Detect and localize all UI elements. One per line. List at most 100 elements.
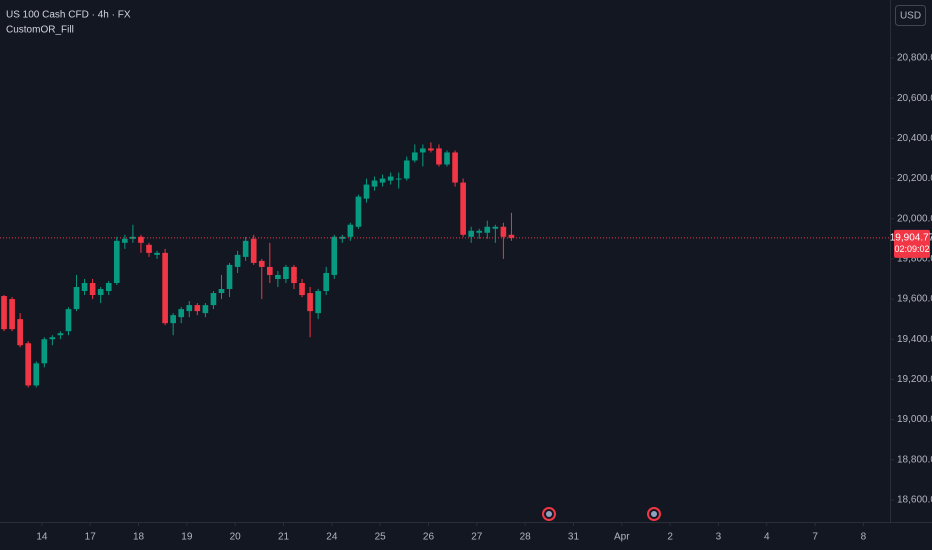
event-icon[interactable]: [647, 507, 661, 521]
x-tick-label: 3: [716, 532, 722, 543]
currency-label[interactable]: USD: [900, 11, 921, 22]
candle-body: [234, 254, 241, 267]
candle-body: [170, 315, 176, 324]
candle: [242, 236, 249, 261]
candle-body: [218, 289, 225, 294]
candle: [186, 301, 193, 318]
candle-body: [154, 252, 160, 255]
candle-body: [186, 305, 193, 312]
x-tick-label: 2: [667, 532, 673, 543]
candle-body: [275, 274, 281, 279]
candle-body: [403, 160, 410, 179]
candle-body: [355, 196, 362, 227]
candle: [411, 144, 418, 163]
candle: [508, 212, 515, 241]
candle: [500, 222, 507, 259]
candle: [355, 194, 362, 229]
x-tick-label: Apr: [614, 532, 630, 543]
candle-body: [347, 224, 354, 237]
chart-title: US 100 Cash CFD · 4h · FX: [6, 10, 131, 21]
last-price-label: 19,904.77: [890, 232, 932, 243]
candle-body: [476, 230, 483, 233]
candle-body: [57, 333, 64, 336]
candle: [492, 224, 499, 243]
candle: [170, 313, 176, 336]
candle-body: [210, 293, 217, 306]
candle-body: [73, 287, 80, 310]
x-tick-label: 20: [230, 532, 242, 543]
candle: [484, 220, 491, 239]
y-tick-label: 20,400.00: [897, 133, 932, 144]
candle: [331, 234, 338, 279]
x-tick-label: 31: [568, 532, 580, 543]
candle: [210, 291, 217, 310]
candle-body: [299, 282, 305, 296]
x-tick-label: 26: [423, 532, 435, 543]
candle: [395, 172, 402, 189]
candle: [65, 307, 72, 336]
candle-body: [267, 266, 273, 275]
candle-body: [420, 148, 426, 153]
candle-body: [25, 343, 32, 386]
candle-body: [331, 236, 338, 275]
x-tick-label: 18: [133, 532, 145, 543]
event-icon[interactable]: [542, 507, 556, 521]
last-price-tag: [894, 229, 930, 258]
candle-body: [452, 152, 458, 183]
x-tick-label: 27: [471, 532, 483, 543]
candle: [202, 303, 209, 318]
currency-button[interactable]: [895, 5, 926, 26]
candle: [234, 250, 241, 273]
y-tick-label: 18,600.00: [897, 495, 932, 506]
candle-body: [9, 299, 15, 330]
candle-body: [315, 291, 321, 314]
candle-body: [242, 240, 249, 257]
candle-body: [250, 238, 257, 263]
candle-body: [162, 252, 168, 324]
candle-body: [387, 176, 394, 181]
candle: [162, 248, 168, 326]
candle: [146, 242, 152, 257]
y-tick-label: 20,800.00: [897, 53, 932, 64]
candle-body: [411, 152, 418, 161]
x-tick-label: 21: [278, 532, 290, 543]
candle: [460, 178, 466, 237]
candle: [178, 307, 185, 324]
candle-body: [363, 184, 370, 199]
y-tick-label: 20,000.00: [897, 213, 932, 224]
x-tick-label: 19: [181, 532, 193, 543]
candle-body: [65, 309, 72, 332]
candle-body: [307, 293, 313, 312]
x-tick-label: 8: [861, 532, 867, 543]
candle-body: [283, 266, 289, 279]
y-tick-label: 19,800.00: [897, 254, 932, 265]
candle: [226, 262, 233, 298]
candle-body: [500, 226, 507, 237]
candle: [73, 274, 80, 312]
candle-body: [226, 264, 233, 290]
candle-body: [105, 282, 112, 292]
candle-body: [395, 178, 402, 180]
candle: [347, 222, 354, 241]
candle-body: [1, 296, 7, 330]
candle-body: [113, 240, 120, 283]
candle: [41, 337, 48, 368]
candle: [444, 150, 450, 167]
candle-body: [49, 337, 56, 340]
candle-body: [484, 226, 491, 233]
candle: [49, 335, 56, 346]
candle: [283, 264, 289, 283]
indicator-label[interactable]: CustomOR_Fill: [6, 25, 74, 36]
candle: [379, 174, 386, 187]
y-tick-label: 19,400.00: [897, 334, 932, 345]
candle-body: [444, 152, 450, 165]
candle: [387, 172, 394, 185]
candle-body: [146, 244, 152, 253]
candle: [476, 228, 483, 239]
candle: [113, 236, 120, 286]
candle: [275, 270, 281, 288]
candle-body: [81, 282, 88, 292]
candle: [436, 144, 442, 167]
x-tick-label: 25: [375, 532, 387, 543]
